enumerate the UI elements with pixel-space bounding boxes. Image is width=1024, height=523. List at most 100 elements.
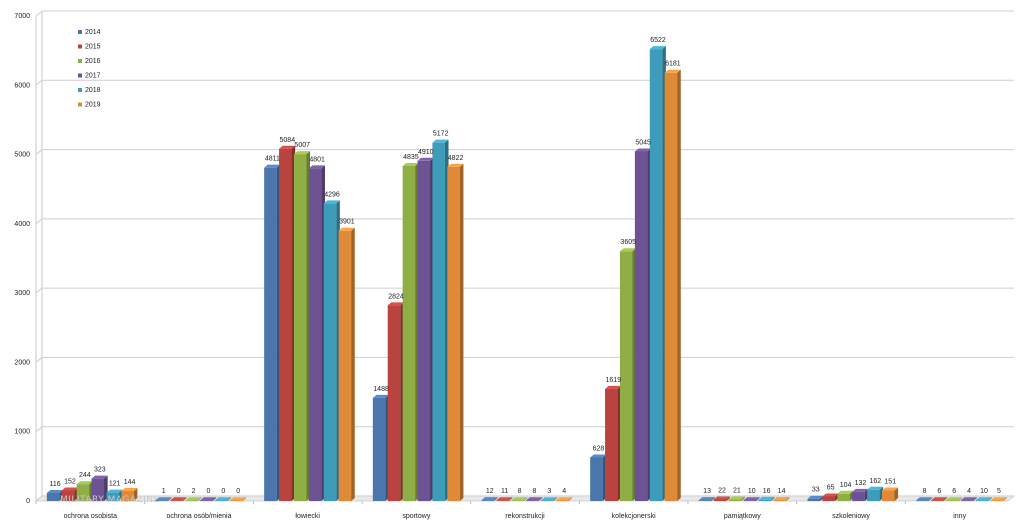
bar-side <box>553 497 558 501</box>
bar <box>837 490 854 501</box>
y-tick-label: 4000 <box>14 221 30 228</box>
data-label: 22 <box>718 487 726 494</box>
bar-front <box>308 168 322 501</box>
data-label: 2 <box>192 488 196 495</box>
bar-top <box>417 157 434 161</box>
bar-side <box>785 497 790 501</box>
bar <box>541 497 558 501</box>
bar-front <box>323 203 337 501</box>
gridline-depth <box>35 357 43 363</box>
bar-top <box>76 481 93 485</box>
bar-top <box>822 493 839 497</box>
bar-side <box>538 497 543 501</box>
bar <box>447 163 464 501</box>
bar-top <box>46 489 63 493</box>
data-label: 5084 <box>280 137 296 144</box>
bar-front <box>447 166 460 501</box>
data-label: 6522 <box>650 37 666 44</box>
bar-front <box>556 500 569 501</box>
bar <box>323 200 340 501</box>
bar-top <box>264 164 281 168</box>
bar-front <box>293 154 307 501</box>
data-label: 0 <box>221 488 225 495</box>
bar-top <box>698 497 715 501</box>
bar <box>728 496 745 501</box>
data-label: 628 <box>593 445 605 452</box>
bar-top <box>837 490 854 494</box>
y-tick-label: 1000 <box>14 429 30 436</box>
bar-front <box>402 166 416 501</box>
data-label: 4296 <box>324 191 340 198</box>
bar <box>293 151 311 501</box>
data-label: 0 <box>236 488 240 495</box>
bar <box>496 497 513 501</box>
bar-top <box>990 497 1007 501</box>
bar-top <box>106 489 123 493</box>
data-label: 8 <box>532 488 536 495</box>
bar <box>417 157 434 502</box>
bar-front <box>773 500 786 501</box>
data-label: 3901 <box>339 219 355 226</box>
bar-front <box>170 500 183 501</box>
bar-front <box>807 498 820 501</box>
bar-front <box>61 490 75 501</box>
data-label: 8 <box>922 488 926 495</box>
bar-side <box>182 497 187 501</box>
bar-front <box>338 230 352 501</box>
bar-side <box>133 488 138 501</box>
bar <box>713 496 730 501</box>
x-tick-label: ochrona osób/mienia <box>167 513 232 520</box>
bar-top <box>590 454 607 458</box>
bar-front <box>76 484 90 501</box>
bar <box>590 454 607 501</box>
bar-front <box>264 167 277 501</box>
bar-side <box>741 496 745 501</box>
y-axis: 0 1000 2000 3000 4000 5000 6000 7000 <box>14 13 30 505</box>
x-tick-label: sportowy <box>402 513 431 520</box>
bar <box>619 248 637 501</box>
data-label: 11 <box>501 488 508 495</box>
y-tick-label: 2000 <box>14 359 30 366</box>
bar-top <box>308 165 325 169</box>
bar-front <box>649 49 663 502</box>
y-tick-label: 7000 <box>14 13 30 20</box>
x-tick-label: inny <box>953 513 966 520</box>
bar <box>264 164 281 501</box>
bar <box>338 227 355 501</box>
data-label: 323 <box>94 467 106 474</box>
bar-top <box>852 488 869 492</box>
bar-side <box>756 497 760 501</box>
data-label: 152 <box>64 478 76 485</box>
bar-top <box>773 497 790 501</box>
bar <box>990 497 1007 501</box>
bar-side <box>988 497 992 501</box>
bar-front <box>230 500 243 501</box>
data-label: 1 <box>162 488 166 495</box>
bar <box>155 497 172 501</box>
data-label: 144 <box>124 479 136 486</box>
bar-top <box>931 497 948 501</box>
data-label: 16 <box>763 488 771 495</box>
gridline-depth <box>35 79 43 86</box>
bar-side <box>227 497 232 501</box>
bar-front <box>728 499 742 501</box>
legend-swatch <box>78 30 82 34</box>
data-label: 6181 <box>665 61 681 68</box>
bar <box>61 487 78 501</box>
gridline-depth <box>35 287 43 294</box>
bar <box>822 493 839 501</box>
bars <box>46 46 1007 502</box>
bar-top <box>945 497 963 501</box>
bar-front <box>852 491 865 501</box>
bar-front <box>931 500 944 501</box>
data-label: 10 <box>980 488 988 495</box>
bar-top <box>215 497 232 501</box>
bar-top <box>230 497 247 501</box>
data-label: 6 <box>952 488 956 495</box>
data-label: 4 <box>562 488 566 495</box>
bar-front <box>713 499 727 501</box>
data-label: 5007 <box>294 142 310 149</box>
bar-front <box>200 500 213 501</box>
